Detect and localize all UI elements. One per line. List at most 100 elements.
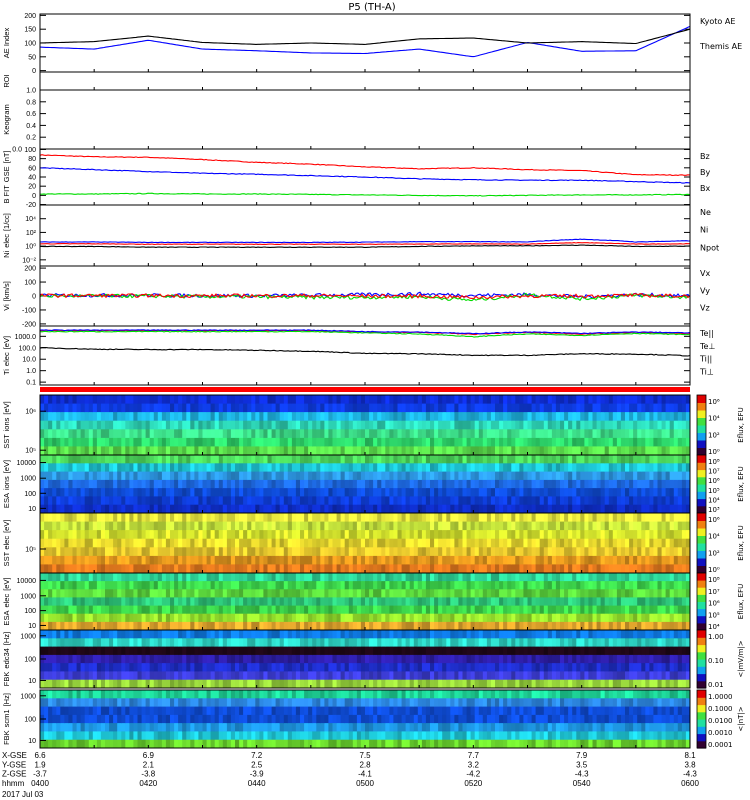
heatmap-cell bbox=[409, 538, 415, 548]
heatmap-cell bbox=[174, 555, 179, 565]
heatmap-cell bbox=[72, 403, 78, 413]
heatmap-cell bbox=[584, 538, 589, 548]
heatmap-cell bbox=[531, 513, 537, 523]
heatmap-cell bbox=[161, 479, 167, 489]
heatmap-cell bbox=[543, 463, 549, 473]
heatmap-cell bbox=[515, 564, 520, 574]
heatmap-cell bbox=[625, 403, 630, 413]
heatmap-cell bbox=[499, 412, 504, 422]
heatmap-cell bbox=[608, 471, 614, 481]
heatmap-cell bbox=[348, 555, 354, 565]
heatmap-cell bbox=[44, 437, 49, 447]
heatmap-cell bbox=[360, 564, 366, 574]
heatmap-cell bbox=[153, 412, 159, 422]
heatmap-cell bbox=[247, 530, 252, 540]
heatmap-cell bbox=[681, 513, 687, 523]
heatmap-cell bbox=[625, 605, 630, 615]
heatmap-cell bbox=[96, 613, 102, 623]
heatmap-cell bbox=[633, 589, 638, 598]
heatmap-cell bbox=[511, 488, 516, 497]
heatmap-cell bbox=[40, 646, 45, 656]
heatmap-cell bbox=[519, 555, 524, 565]
heatmap-cell bbox=[340, 564, 346, 574]
colorbar-segment bbox=[697, 513, 706, 521]
heatmap-cell bbox=[133, 446, 138, 456]
heatmap-cell bbox=[543, 521, 549, 531]
heatmap-cell bbox=[547, 621, 553, 631]
heatmap-cell bbox=[673, 437, 679, 447]
heatmap-cell bbox=[182, 420, 187, 430]
heatmap-cell bbox=[405, 463, 411, 473]
heatmap-cell bbox=[194, 547, 199, 557]
heatmap-cell bbox=[105, 564, 110, 574]
heatmap-cell bbox=[291, 420, 297, 430]
heatmap-cell bbox=[202, 412, 208, 422]
colorbar-tick: 10⁶ bbox=[708, 600, 720, 608]
heatmap-cell bbox=[430, 471, 435, 481]
heatmap-cell bbox=[466, 463, 472, 473]
heatmap-cell bbox=[178, 446, 183, 456]
heatmap-cell bbox=[369, 403, 374, 413]
heatmap-cell bbox=[210, 621, 216, 631]
series-line-ne bbox=[39, 242, 690, 245]
heatmap-cell bbox=[165, 555, 171, 565]
heatmap-cell bbox=[149, 581, 155, 590]
heatmap-cell bbox=[263, 573, 268, 582]
heatmap-cell bbox=[519, 513, 524, 523]
heatmap-cell bbox=[637, 403, 642, 413]
heatmap-cell bbox=[677, 555, 683, 565]
heatmap-cell bbox=[153, 621, 159, 631]
heatmap-cell bbox=[141, 538, 147, 548]
heatmap-cell bbox=[344, 504, 350, 514]
colorbar-label: Eflux, EFU bbox=[737, 407, 745, 442]
heatmap-cell bbox=[100, 573, 106, 582]
series-line-ti bbox=[39, 329, 691, 335]
heatmap-cell bbox=[80, 679, 86, 689]
heatmap-cell bbox=[417, 538, 423, 548]
heatmap-cell bbox=[88, 488, 94, 497]
heatmap-cell bbox=[405, 496, 411, 506]
heatmap-cell bbox=[202, 564, 208, 574]
heatmap-cell bbox=[275, 589, 281, 598]
heatmap-cell bbox=[397, 530, 403, 540]
heatmap-cell bbox=[576, 412, 581, 422]
heatmap-cell bbox=[117, 496, 122, 506]
heatmap-cell bbox=[373, 613, 378, 623]
heatmap-cell bbox=[170, 412, 175, 422]
heatmap-cell bbox=[385, 496, 390, 506]
heatmap-cell bbox=[312, 403, 317, 413]
heatmap-cell bbox=[202, 555, 208, 565]
heatmap-cell bbox=[186, 538, 191, 548]
heatmap-cell bbox=[405, 597, 411, 606]
heatmap-cell bbox=[625, 429, 630, 439]
heatmap-cell bbox=[300, 538, 305, 548]
heatmap-cell bbox=[417, 496, 423, 506]
heatmap-cell bbox=[499, 479, 504, 489]
colorbar-segment bbox=[697, 491, 706, 500]
heatmap-cell bbox=[356, 538, 362, 548]
heatmap-cell bbox=[645, 513, 650, 523]
heatmap-cell bbox=[653, 513, 658, 523]
heatmap-cell bbox=[214, 589, 220, 598]
heatmap-cell bbox=[665, 613, 671, 623]
heatmap-cell bbox=[604, 513, 610, 523]
heatmap-cell bbox=[580, 547, 585, 557]
heatmap-cell bbox=[442, 564, 447, 574]
heatmap-cell bbox=[304, 573, 309, 582]
ytick-label: 20 bbox=[28, 184, 36, 191]
heatmap-cell bbox=[442, 455, 447, 464]
heatmap-cell bbox=[531, 437, 537, 447]
heatmap-cell bbox=[612, 395, 618, 405]
heatmap-cell bbox=[336, 597, 342, 606]
heatmap-cell bbox=[76, 488, 82, 497]
heatmap-cell bbox=[316, 496, 321, 506]
heatmap-cell bbox=[243, 547, 248, 557]
heatmap-cell bbox=[182, 589, 187, 598]
heatmap-cell bbox=[616, 504, 622, 514]
heatmap-cell bbox=[486, 504, 492, 514]
heatmap-cell bbox=[109, 420, 114, 430]
heatmap-cell bbox=[584, 621, 589, 631]
heatmap-cell bbox=[226, 504, 232, 514]
heatmap-cell bbox=[324, 395, 329, 405]
colorbar-tick: 10⁰ bbox=[708, 566, 720, 574]
